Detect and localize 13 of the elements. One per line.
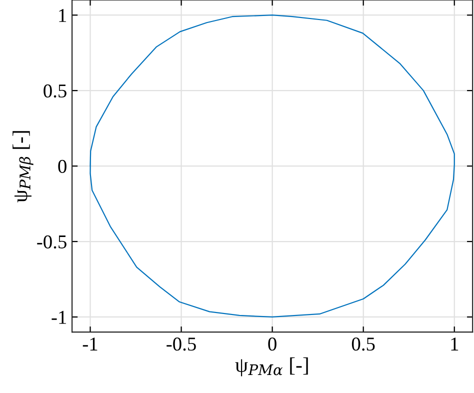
x-tick-label: 1 bbox=[451, 338, 458, 350]
y-tick-label: 0.5 bbox=[44, 84, 66, 98]
y-axis-title: ψ$_{PMβ}$ [-] bbox=[12, 131, 34, 202]
x-tick-label: -1 bbox=[82, 338, 98, 350]
y-tick-label: 1 bbox=[59, 9, 66, 22]
x-tick-label: -0.5 bbox=[166, 338, 196, 351]
line-series bbox=[90, 14, 455, 318]
y-tick-label: 0 bbox=[58, 160, 66, 173]
x-axis-title: ψ$_{PMα}$ [-] bbox=[235, 357, 308, 376]
x-tick-label: 0 bbox=[268, 338, 276, 351]
x-tick-label: 0.5 bbox=[352, 338, 375, 351]
y-tick-label: -1 bbox=[52, 310, 66, 324]
y-tick-label: -0.5 bbox=[37, 235, 66, 249]
